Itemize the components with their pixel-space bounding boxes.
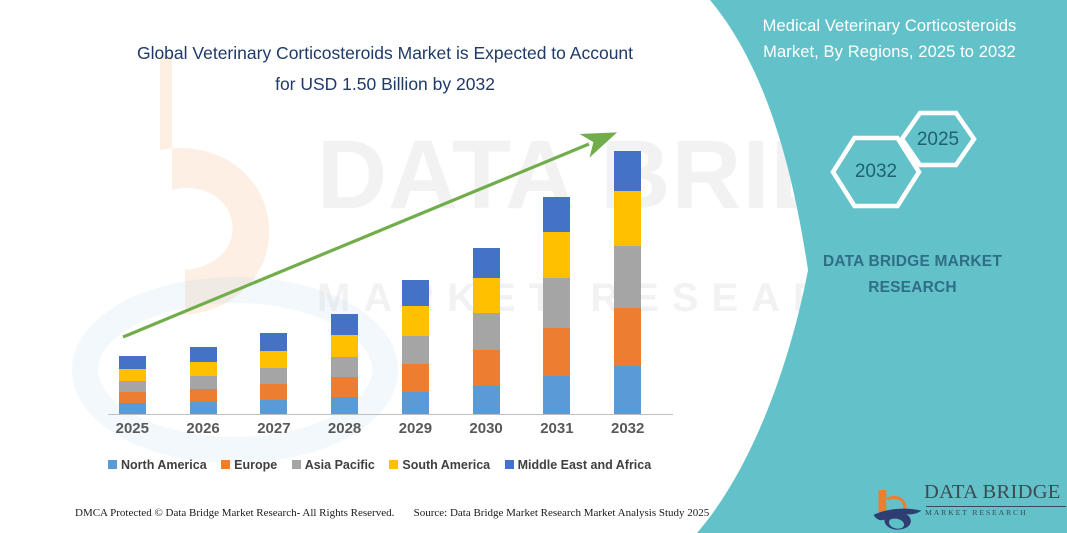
svg-text:2032: 2032 <box>855 161 897 182</box>
svg-text:2025: 2025 <box>917 129 959 150</box>
